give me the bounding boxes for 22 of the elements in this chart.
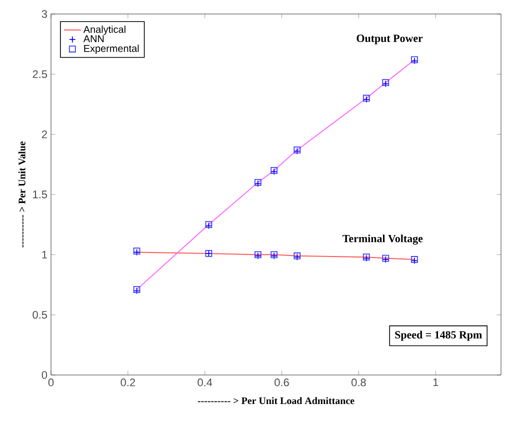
- x-tick-label: 0.2: [120, 378, 135, 386]
- x-axis-title: ---------- > Per Unit Load Admittance: [198, 397, 354, 404]
- x-tick-label: 0.4: [198, 378, 212, 386]
- line-series: [136, 252, 415, 260]
- x-tick-label: 0.8: [352, 378, 366, 386]
- annotation: Terminal Voltage: [342, 234, 423, 245]
- legend-label: Expermental: [84, 44, 139, 54]
- y-tick-label: 0: [42, 371, 48, 379]
- y-tick-label: 2: [42, 130, 47, 138]
- legend-label: Analytical: [83, 26, 126, 35]
- legend-label: ANN: [83, 35, 104, 42]
- y-tick-label: 0.5: [32, 310, 48, 319]
- y-tick-label: 1: [42, 250, 47, 258]
- x-tick-label: 1: [433, 378, 438, 386]
- annotation: Output Power: [356, 34, 423, 44]
- y-tick-label: 3: [42, 10, 47, 18]
- y-axis-title: ---------- > Per Unit Value: [18, 141, 26, 248]
- y-tick-label: 2.5: [32, 70, 48, 78]
- x-tick-label: 0.6: [274, 378, 289, 386]
- y-tick-label: 1.5: [33, 190, 48, 198]
- annotation: Speed = 1485 Rpm: [395, 330, 482, 341]
- x-tick-label: 0: [48, 378, 54, 386]
